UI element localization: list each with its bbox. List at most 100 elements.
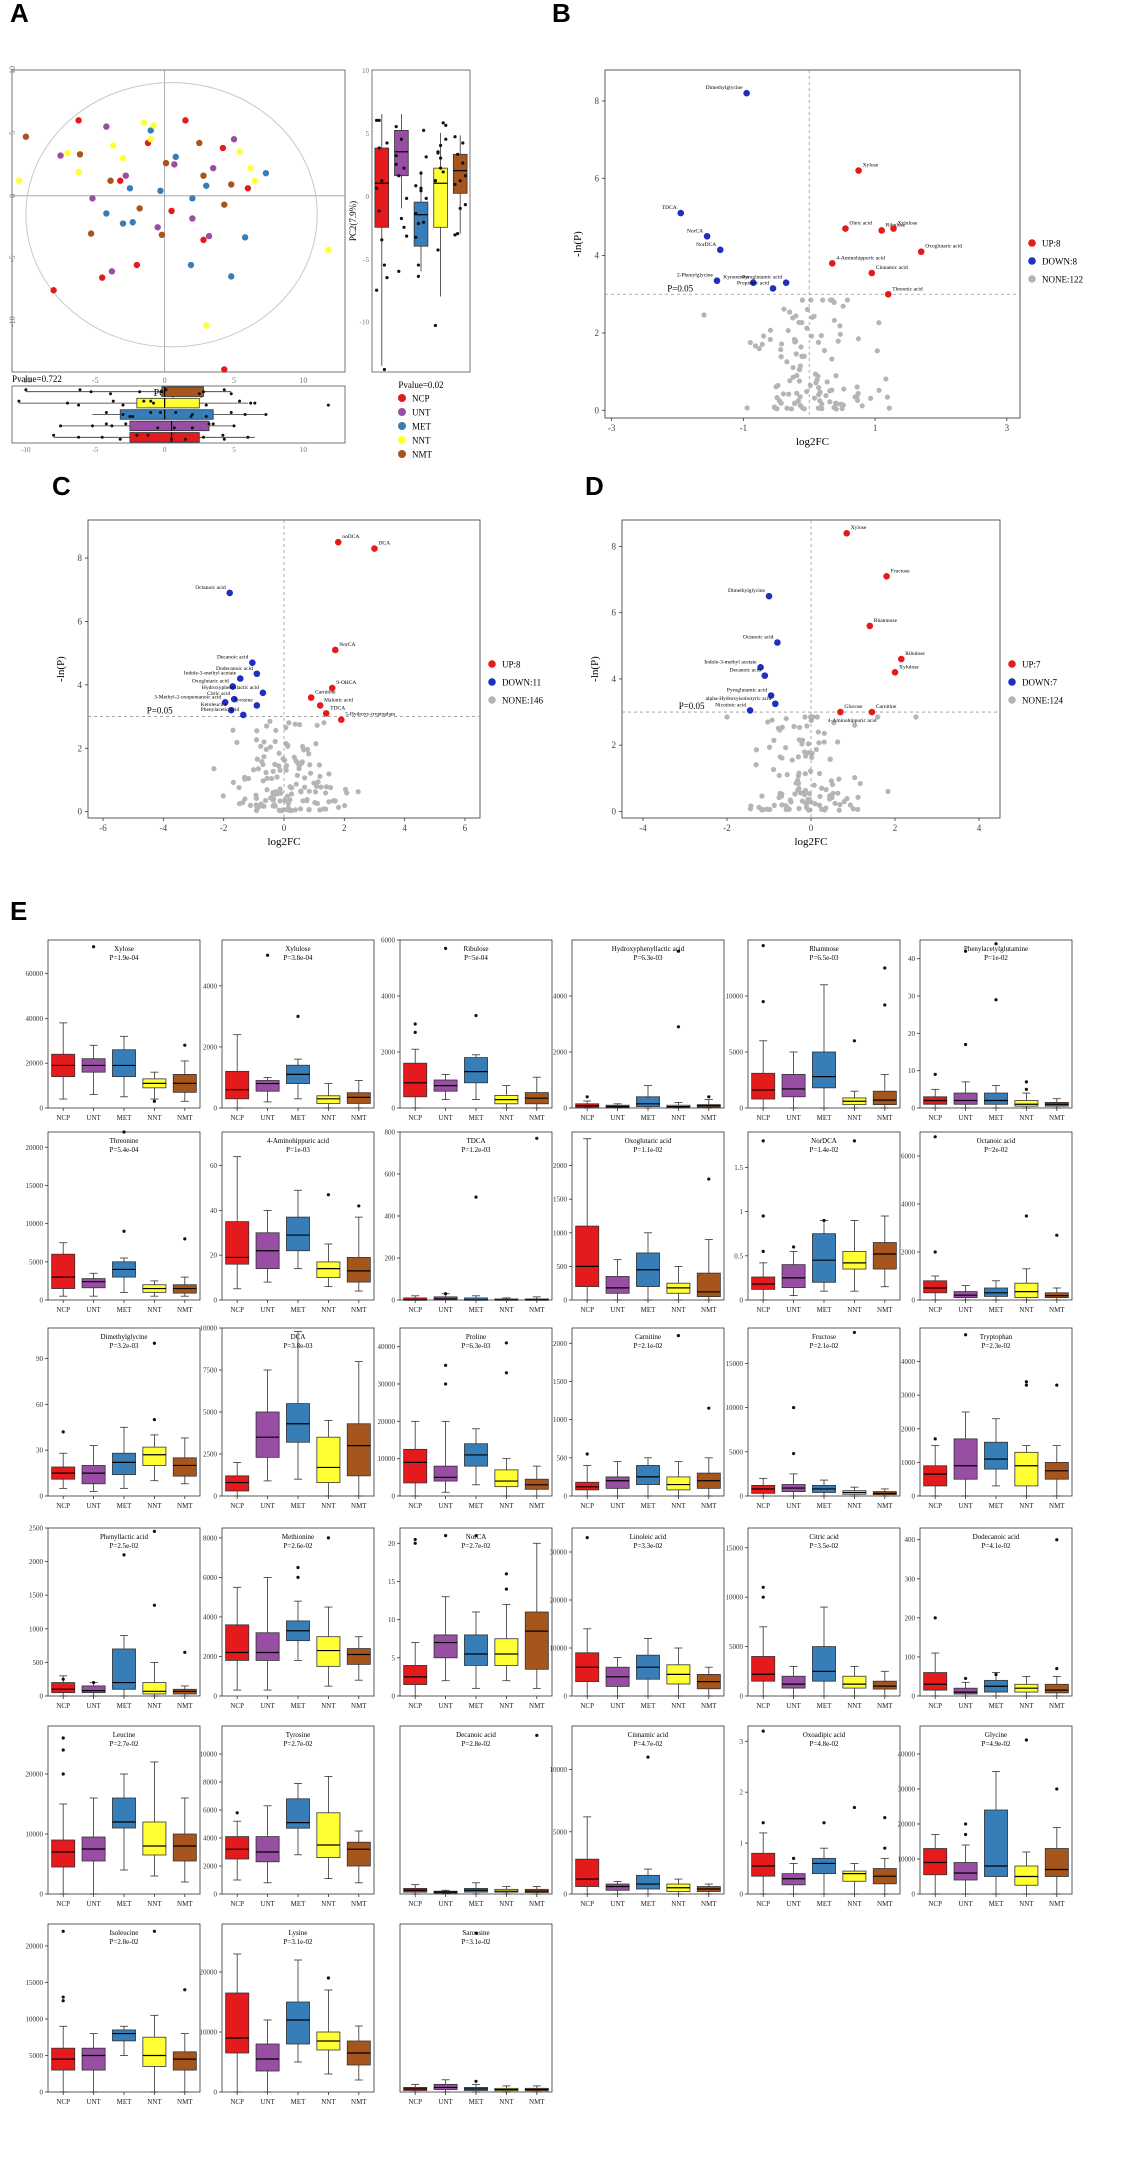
box-glycine-y-tick-20000: 20000 (898, 1821, 916, 1829)
pc2-jitter-point-met-6 (416, 274, 420, 278)
box-lysine-title: Lysine (289, 1929, 308, 1937)
pca-point-met-4 (189, 195, 196, 202)
box-proline-y-tick-0: 0 (392, 1493, 396, 1501)
panel-d-none-point-45 (756, 804, 762, 810)
box-rhamnose-x-tick-unt: UNT (786, 1114, 801, 1122)
box-ribulose-x-tick-ncp: NCP (408, 1114, 422, 1122)
pca-point-unt-4 (89, 195, 96, 202)
panel-c-none-point-139 (335, 804, 342, 810)
box-xylulose-box-nmt (346, 1092, 371, 1104)
panel-c-none-point-133 (277, 798, 283, 804)
box-norca-x-tick-met: MET (469, 1702, 485, 1710)
box-cinnamic-acid-x-tick-unt: UNT (610, 1900, 625, 1908)
panel-c-none-point-64 (321, 720, 327, 726)
panel-c-down-label-decanoic-acid: Decanoic acid (217, 655, 249, 661)
box-dimethylglycine-x-tick-ncp: NCP (56, 1502, 70, 1510)
panel-c-down-point-1 (249, 659, 256, 666)
panel-b-plot-frame (604, 69, 1021, 419)
pc1-jitter-point-nnt-4 (152, 401, 156, 405)
panel-b-none-point-24 (835, 338, 841, 344)
box-hydroxyphenyllactic-acid-outlier-ncp-0 (585, 1095, 589, 1099)
panel-c-none-point-71 (299, 759, 305, 765)
box-methionine-box-nnt (316, 1636, 341, 1667)
box-proline-outlier-unt-0 (444, 1363, 448, 1367)
panel-c-none-point-58 (284, 793, 291, 799)
pca-y-tick-10: -10 (8, 316, 17, 327)
panel-d-none-point-50 (829, 781, 836, 788)
panel-d-up-point-2 (866, 622, 874, 630)
panel-b-none-point-73 (831, 299, 837, 305)
box-oxoglutaric-acid-box-nmt (696, 1272, 721, 1298)
box-4-aminohippuric-acid-box-ncp (225, 1221, 250, 1265)
panel-c-none-point-81 (326, 799, 332, 805)
box-dimethylglycine-x-tick-nnt: NNT (147, 1502, 162, 1510)
pc1-x-tick-5: 5 (232, 446, 236, 454)
pca-x-tick-5: 5 (232, 376, 236, 385)
box-dodecanoic-acid-y-tick-100: 100 (905, 1653, 916, 1661)
box-cinnamic-acid-x-tick-nmt: NMT (701, 1900, 717, 1908)
box-isoleucine-x-tick-nmt: NMT (177, 2098, 193, 2106)
pc1-jitter-point-nmt-5 (229, 392, 233, 396)
panel-d-legend-swatch-2 (1008, 696, 1016, 704)
panel-b-none-point-94 (876, 320, 882, 326)
box-dodecanoic-acid-y-tick-300: 300 (905, 1575, 916, 1583)
panel-c-none-point-4 (326, 771, 332, 777)
box-sarcosine-x-tick-nmt: NMT (529, 2098, 545, 2106)
panel-b-up-label-oxoglutaric-acid: Oxoglutaric acid (925, 244, 962, 250)
pca-point-met-8 (129, 219, 136, 226)
pca-point-nnt-9 (147, 136, 154, 143)
panel-c-none-point-78 (293, 758, 299, 764)
panel-b-none-point-1 (886, 405, 892, 411)
box-isoleucine-x-tick-nnt: NNT (147, 2098, 162, 2106)
box-tryptophan-outlier-nnt-0 (1024, 1380, 1028, 1384)
box-tryptophan-x-tick-unt: UNT (958, 1502, 973, 1510)
box-oxoadipic-acid-y-tick-3: 3 (740, 1738, 744, 1746)
panel-c-up-point-3 (328, 684, 336, 692)
box-octanoic-acid-pvalue: P=2e-02 (984, 1146, 1008, 1154)
box-norca-x-tick-nmt: NMT (529, 1702, 545, 1710)
box-tryptophan-x-tick-ncp: NCP (928, 1502, 942, 1510)
panel-d-up-point-1 (883, 572, 890, 580)
panel-c-none-point-42 (285, 800, 291, 807)
box-oxoadipic-acid-outlier-ncp-0 (761, 1729, 765, 1733)
pca-point-unt-1 (108, 268, 116, 275)
box-rhamnose-outlier-nmt-0 (883, 1003, 887, 1007)
panel-c-down-point-4 (229, 683, 237, 690)
panel-b-none-point-25 (780, 391, 786, 397)
panel-b-up-label-cinnamic-acid: Cinnamic acid (876, 265, 908, 271)
pca-point-met-5 (203, 182, 210, 189)
panel-c-none-point-8 (270, 768, 276, 774)
box-methionine-outlier-nnt-0 (326, 1536, 330, 1540)
box-nordca-x-tick-met: MET (817, 1306, 833, 1314)
panel-b-none-point-58 (844, 297, 851, 303)
box-lysine-box-met (286, 2001, 310, 2045)
box-dodecanoic-acid-outlier-nmt-1 (1055, 1667, 1059, 1671)
panel-d-none-point-13 (835, 790, 841, 796)
box-dimethylglycine-box-nmt (172, 1457, 197, 1477)
pc2-jitter-point-met-9 (424, 155, 428, 159)
box-decanoic-acid-x-tick-nnt: NNT (499, 1900, 514, 1908)
panel-c-none-point-67 (271, 802, 278, 808)
panel-c-none-point-60 (306, 807, 312, 813)
panel-b-up-point-0 (855, 167, 862, 174)
box-threonine-pvalue: P=5.4e-04 (109, 1146, 139, 1154)
box-leucine-y-tick-10000: 10000 (26, 1831, 44, 1839)
pca-point-nnt-8 (75, 168, 82, 176)
panel-d-none-point-80 (779, 755, 785, 761)
pca-point-nnt-1 (64, 149, 71, 157)
panel-c-none-point-66 (251, 767, 257, 773)
box-hydroxyphenyllactic-acid-x-tick-nmt: NMT (701, 1114, 717, 1122)
panel-c-none-point-87 (300, 798, 306, 804)
box-dca-box-nnt (316, 1436, 341, 1483)
panel-b-down-label-kynurenine: Kynurenine (723, 275, 750, 281)
panel-c-up-point-6 (322, 710, 330, 717)
box-hydroxyphenyllactic-acid-pvalue: P=6.3e-03 (633, 954, 663, 962)
box-hydroxyphenyllactic-acid-y-tick-2000: 2000 (553, 1049, 568, 1057)
box-fructose-y-tick-10000: 10000 (726, 1404, 744, 1412)
box-threonine-y-tick-15000: 15000 (26, 1182, 44, 1190)
panel-c-none-point-116 (242, 776, 248, 782)
pca-point-nmt-3 (162, 159, 170, 167)
panel-c-none-point-128 (292, 721, 298, 727)
panel-b-none-point-15 (759, 341, 765, 347)
